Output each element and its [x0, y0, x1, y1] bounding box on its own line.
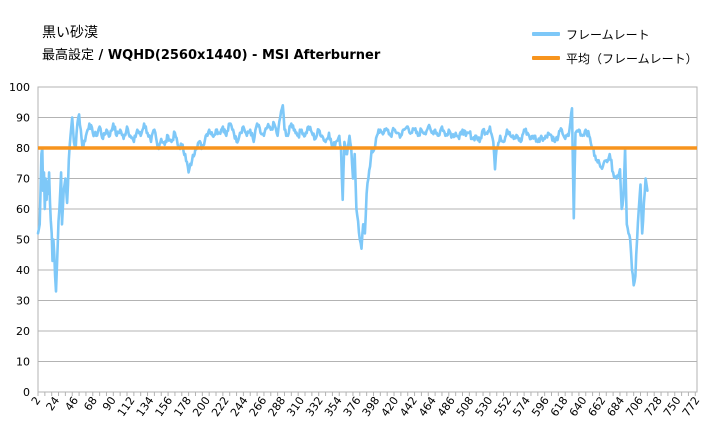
y-tick-label-70: 70: [16, 173, 30, 186]
x-tick-label-464: 464: [416, 394, 439, 419]
legend-swatch-average: [532, 56, 560, 60]
x-tick-label-310: 310: [284, 394, 307, 419]
y-axis-ticks: 0 10 20 30 40 50 60 70 80 90 100: [9, 81, 30, 399]
x-tick-label-574: 574: [510, 394, 533, 419]
x-tick-label-134: 134: [134, 394, 157, 419]
x-tick-label-596: 596: [529, 394, 552, 419]
y-tick-label-100: 100: [9, 81, 30, 94]
x-tick-label-728: 728: [642, 394, 665, 419]
legend-label-framerate: フレームレート: [566, 27, 650, 42]
legend: フレームレート 平均（フレームレート）: [532, 22, 698, 70]
series: [36, 104, 697, 293]
x-tick-label-486: 486: [435, 394, 458, 419]
y-tick-label-40: 40: [16, 264, 30, 277]
x-tick-label-354: 354: [322, 394, 345, 419]
x-tick-label-112: 112: [115, 394, 138, 419]
x-axis-ticks: 2 24 46 68 901121341561782002222442662883103…: [29, 392, 703, 419]
x-tick-label-750: 750: [661, 394, 684, 419]
x-tick-label-420: 420: [379, 394, 402, 419]
legend-label-average: 平均（フレームレート）: [566, 51, 698, 66]
chart-title: 黒い砂漠: [42, 25, 98, 41]
x-tick-label-662: 662: [586, 394, 609, 419]
x-tick-label-640: 640: [567, 394, 590, 419]
x-tick-label-552: 552: [491, 394, 514, 419]
y-tick-label-30: 30: [16, 295, 30, 308]
chart-subtitle: 最高設定 / WQHD(2560x1440) - MSI Afterburner: [42, 44, 380, 63]
y-tick-label-80: 80: [16, 142, 30, 155]
x-tick-label-508: 508: [454, 394, 477, 419]
series-framerate-line: [36, 104, 649, 293]
x-tick-label-156: 156: [153, 394, 176, 419]
x-tick-label-222: 222: [209, 394, 232, 419]
legend-swatch-framerate: [532, 32, 560, 36]
x-tick-label-200: 200: [190, 394, 213, 419]
x-tick-label-178: 178: [171, 394, 194, 419]
y-tick-label-10: 10: [16, 356, 30, 369]
x-tick-label-442: 442: [397, 394, 420, 419]
x-tick-label-772: 772: [680, 394, 703, 419]
x-tick-label-706: 706: [623, 394, 646, 419]
x-tick-label-684: 684: [604, 394, 627, 419]
subtitle-detail: / WQHD(2560x1440) - MSI Afterburner: [94, 48, 381, 63]
x-tick-label-332: 332: [303, 394, 326, 419]
x-tick-label-266: 266: [247, 394, 270, 419]
y-tick-label-90: 90: [16, 112, 30, 125]
y-tick-label-20: 20: [16, 325, 30, 338]
subtitle-setting: 最高設定: [42, 48, 95, 63]
x-tick-label-376: 376: [341, 394, 364, 419]
x-tick-label-2: 2: [29, 394, 44, 407]
x-tick-label-288: 288: [266, 394, 289, 419]
x-tick-label-244: 244: [228, 394, 251, 419]
x-tick-label-530: 530: [473, 394, 496, 419]
x-tick-label-618: 618: [548, 394, 571, 419]
legend-item-framerate: フレームレート: [532, 22, 698, 46]
x-tick-label-24: 24: [44, 394, 63, 413]
y-tick-label-50: 50: [16, 234, 30, 247]
x-tick-label-46: 46: [62, 394, 81, 413]
legend-item-average: 平均（フレームレート）: [532, 46, 698, 70]
x-tick-label-398: 398: [360, 394, 383, 419]
x-tick-label-68: 68: [81, 394, 100, 413]
y-tick-label-0: 0: [23, 386, 30, 399]
y-tick-label-60: 60: [16, 203, 30, 216]
